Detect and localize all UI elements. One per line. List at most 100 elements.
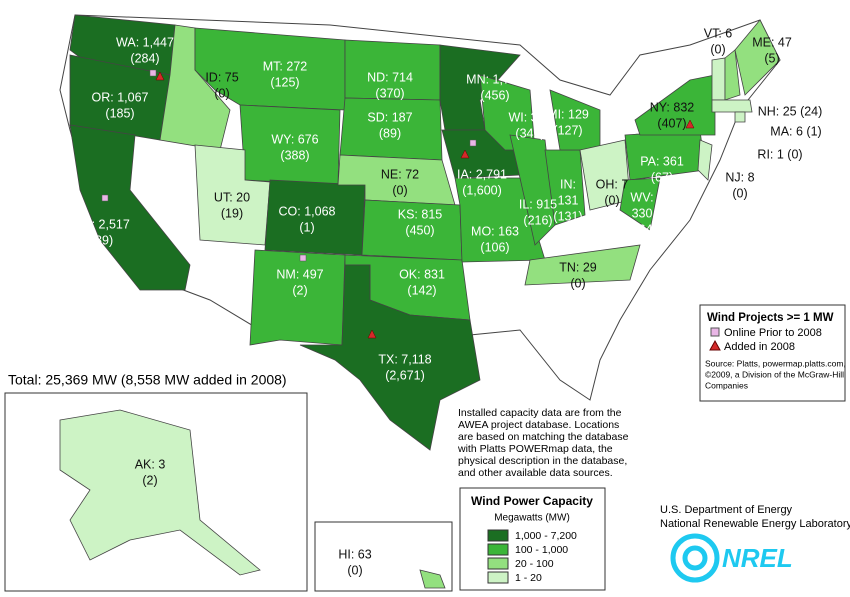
legend-swatch <box>487 543 509 556</box>
logo-icon <box>670 533 720 583</box>
state-label: (2,671) <box>385 368 425 382</box>
state-label: IA: 2,791 <box>457 167 507 181</box>
state-label: WY: 676 <box>271 132 318 146</box>
state-label: 330 <box>632 206 653 220</box>
state-label: ME: 47 <box>752 35 792 49</box>
state-label: 131 <box>558 193 579 207</box>
state-label: (0) <box>570 276 585 290</box>
state <box>249 249 346 346</box>
state-label: OR: 1,067 <box>92 90 149 104</box>
state-label: (388) <box>280 148 309 162</box>
state <box>59 409 261 576</box>
state <box>711 99 753 113</box>
legend-item: 100 - 1,000 <box>515 544 568 556</box>
state-label: WA: 1,447 <box>116 35 174 49</box>
state <box>509 134 556 246</box>
state-label: (67) <box>651 170 673 184</box>
state-label: MA: 6 (1) <box>770 124 821 138</box>
state-label: (106) <box>480 240 509 254</box>
state-label: (0) <box>710 42 725 56</box>
state-label: (284) <box>130 51 159 65</box>
state-label: IL: 915 <box>519 197 557 211</box>
legend-item: Added in 2008 <box>724 341 795 353</box>
state-label: CA: 2,517 <box>74 217 130 231</box>
state-label: (125) <box>270 75 299 89</box>
state-label: (216) <box>523 213 552 227</box>
legend-subtitle: Megawatts (MW) <box>494 513 570 524</box>
state-label: (0) <box>347 563 362 577</box>
state <box>711 57 726 101</box>
legend-item: 1 - 20 <box>515 572 542 584</box>
state-label: (264) <box>627 222 656 236</box>
state-label: CO: 1,068 <box>279 204 336 218</box>
state-label: (407) <box>657 116 686 130</box>
capacity-legend <box>459 487 606 591</box>
state <box>69 124 191 291</box>
state-label: (2) <box>292 283 307 297</box>
state-label: (0) <box>214 86 229 100</box>
note-line: Installed capacity data are from the <box>458 407 622 419</box>
state-label: NJ: 8 <box>725 170 754 184</box>
credit: National Renewable Energy Laboratory <box>660 518 850 530</box>
state-label: ID: 75 <box>205 70 238 84</box>
note-line: AWEA project database. Locations <box>458 419 619 431</box>
source-line: Companies <box>705 380 748 390</box>
state-label: NM: 497 <box>276 267 323 281</box>
projects-legend <box>699 304 846 402</box>
state-label: MI: 129 <box>547 107 589 121</box>
state-label: HI: 63 <box>338 547 371 561</box>
state-label: VT: 6 <box>704 26 733 40</box>
legend-item: Online Prior to 2008 <box>724 327 822 339</box>
state-label: (456) <box>480 88 509 102</box>
state-label: WV: <box>630 190 653 204</box>
state-label: MT: 272 <box>263 59 308 73</box>
state-label: UT: 20 <box>214 190 250 204</box>
state-label: (2) <box>142 473 157 487</box>
state-label: (89) <box>379 126 401 140</box>
state-label: OK: 831 <box>399 267 445 281</box>
state-label: (450) <box>405 223 434 237</box>
note-line: are based on matching the database <box>458 431 629 443</box>
state-label: (0) <box>392 183 407 197</box>
state-label: (185) <box>105 106 134 120</box>
state <box>299 264 481 451</box>
state-label: (342) <box>515 126 544 140</box>
state-label: IN: <box>560 177 576 191</box>
state <box>734 19 781 96</box>
state-label: TN: 29 <box>559 260 597 274</box>
legend-item: 1,000 - 7,200 <box>515 530 577 542</box>
state-label: NE: 72 <box>381 167 419 181</box>
note-line: physical description in the database, <box>458 455 627 467</box>
state-label: (0) <box>732 186 747 200</box>
state-label: SD: 187 <box>367 110 412 124</box>
legend-swatch <box>709 339 721 351</box>
legend-swatch <box>487 571 509 584</box>
state <box>524 244 641 286</box>
legend-swatch <box>487 529 509 542</box>
state <box>419 569 446 589</box>
legend-title: Wind Projects >= 1 MW <box>707 312 834 324</box>
total-title: Total: 25,369 MW (8,558 MW added in 2008… <box>8 372 287 388</box>
state-label: (1,600) <box>462 183 502 197</box>
state-label: NY: 832 <box>650 100 695 114</box>
logo-text: NREL <box>722 543 793 573</box>
state-label: MN: 1,753 <box>466 72 524 86</box>
state-label: (370) <box>375 86 404 100</box>
state-label: (0) <box>604 193 619 207</box>
state-label: PA: 361 <box>640 154 684 168</box>
source-line: ©2009, a Division of the McGraw-Hill <box>705 369 844 379</box>
legend-title: Wind Power Capacity <box>471 494 593 508</box>
project-markers <box>101 69 695 339</box>
state-label: (1) <box>299 220 314 234</box>
state <box>697 139 713 181</box>
state-label: NH: 25 (24) <box>758 104 823 118</box>
state-label: (19) <box>221 206 243 220</box>
state-label: (127) <box>553 123 582 137</box>
state-label: OH: 7 <box>596 177 629 191</box>
credit: U.S. Department of Energy <box>660 504 793 516</box>
state-label: ND: 714 <box>367 70 413 84</box>
state <box>734 111 746 123</box>
state-label: (5) <box>764 51 779 65</box>
state-label: TX: 7,118 <box>378 352 431 366</box>
